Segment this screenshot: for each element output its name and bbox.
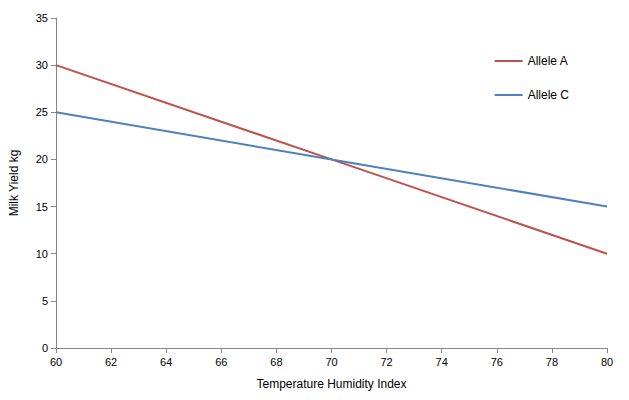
svg-text:35: 35 (36, 12, 48, 24)
svg-text:74: 74 (436, 356, 448, 368)
svg-text:15: 15 (36, 201, 48, 213)
svg-text:70: 70 (325, 356, 337, 368)
svg-text:64: 64 (160, 356, 172, 368)
svg-text:Allele A: Allele A (528, 54, 568, 68)
svg-text:66: 66 (215, 356, 227, 368)
svg-text:Milk Yield kg: Milk Yield kg (7, 150, 21, 217)
svg-text:0: 0 (42, 342, 48, 354)
svg-text:10: 10 (36, 248, 48, 260)
svg-text:Allele C: Allele C (528, 88, 570, 102)
svg-text:60: 60 (50, 356, 62, 368)
svg-text:20: 20 (36, 153, 48, 165)
svg-text:Temperature Humidity Index: Temperature Humidity Index (256, 377, 406, 391)
svg-text:80: 80 (601, 356, 613, 368)
svg-text:5: 5 (42, 295, 48, 307)
svg-text:72: 72 (380, 356, 392, 368)
svg-text:30: 30 (36, 59, 48, 71)
svg-text:76: 76 (491, 356, 503, 368)
svg-text:78: 78 (546, 356, 558, 368)
svg-text:62: 62 (105, 356, 117, 368)
svg-text:68: 68 (270, 356, 282, 368)
svg-text:25: 25 (36, 106, 48, 118)
